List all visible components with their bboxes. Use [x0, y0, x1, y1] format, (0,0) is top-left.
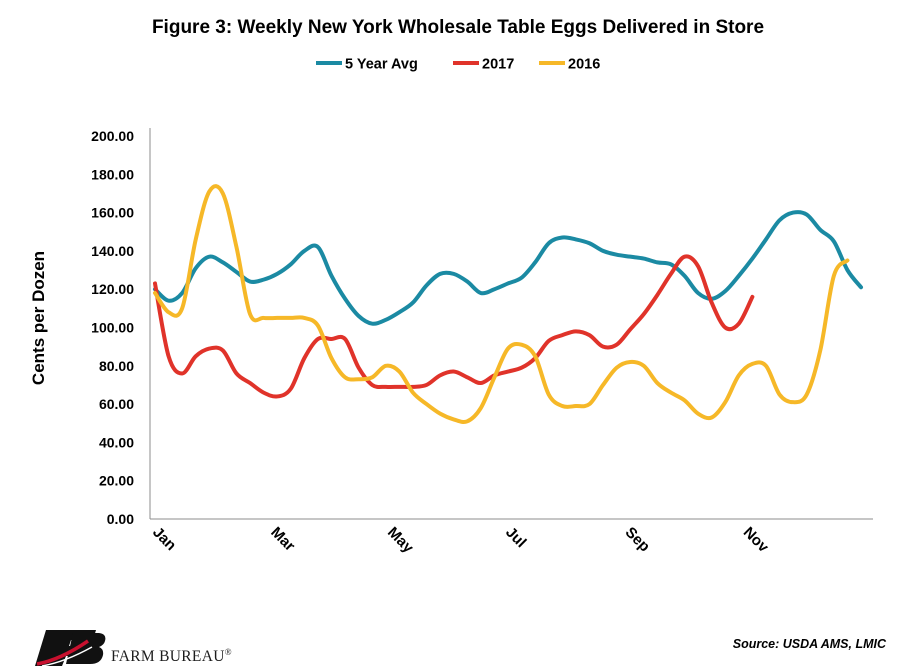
source-note: Source: USDA AMS, LMIC	[733, 637, 887, 651]
x-tick-label: Jan	[149, 524, 179, 554]
y-tick-label: 140.00	[91, 243, 134, 259]
y-tick-label: 100.00	[91, 320, 134, 336]
x-tick-label: Nov	[740, 524, 773, 557]
chart-title: Figure 3: Weekly New York Wholesale Tabl…	[152, 17, 764, 38]
y-tick-label: 200.00	[91, 128, 134, 144]
x-tick-label: Sep	[622, 524, 653, 555]
plot-area	[153, 184, 863, 425]
x-axis: Jan Mar May Jul Sep Nov	[149, 524, 772, 557]
farm-bureau-wordmark: FARM BUREAU®	[111, 647, 232, 665]
legend: 5 Year Avg 2017 2016	[316, 57, 600, 73]
y-tick-label: 80.00	[99, 358, 134, 374]
x-tick-label: Jul	[502, 524, 529, 551]
y-tick-label: 160.00	[91, 205, 134, 221]
y-tick-label: 40.00	[99, 434, 134, 450]
farm-bureau-logo: FARM BUREAU®	[35, 630, 232, 667]
legend-label: 2017	[482, 57, 514, 73]
y-tick-label: 60.00	[99, 396, 134, 412]
y-tick-label: 0.00	[107, 511, 134, 527]
series-line-2016	[153, 184, 850, 425]
series-line-2017	[153, 254, 755, 399]
x-tick-label: May	[384, 524, 417, 557]
series-line-5-year-avg	[153, 210, 863, 326]
x-tick-label: Mar	[267, 524, 298, 555]
legend-label: 2016	[568, 57, 600, 73]
y-tick-label: 20.00	[99, 473, 134, 489]
y-tick-label: 120.00	[91, 281, 134, 297]
y-axis: 0.00 20.00 40.00 60.00 80.00 100.00 120.00 140.…	[91, 128, 134, 527]
y-axis-label: Cents per Dozen	[29, 251, 48, 385]
legend-label: 5 Year Avg	[345, 57, 418, 73]
y-tick-label: 180.00	[91, 166, 134, 182]
